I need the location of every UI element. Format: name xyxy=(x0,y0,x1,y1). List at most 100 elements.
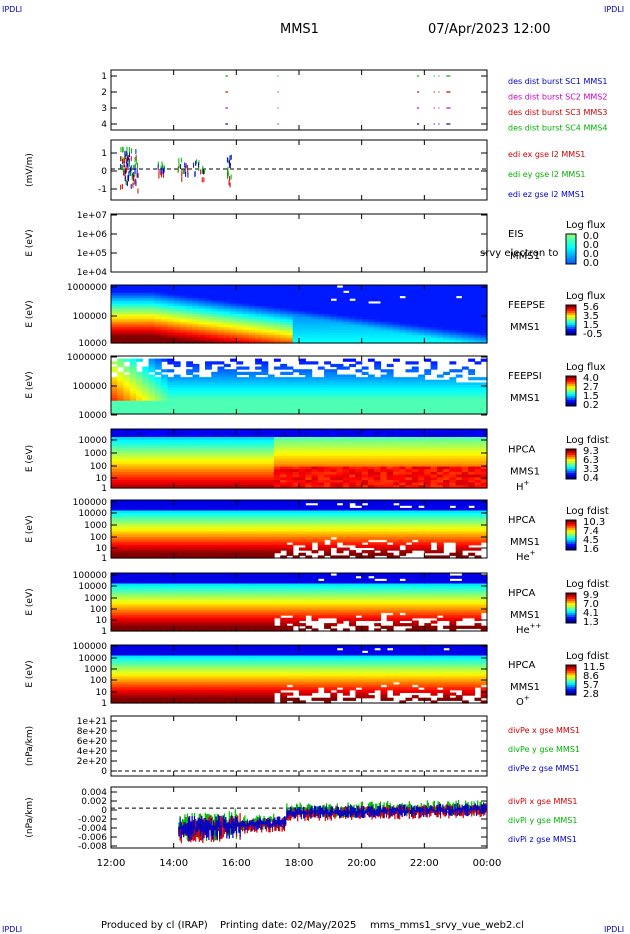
heatmap-cell xyxy=(161,431,168,435)
heatmap-cell xyxy=(399,536,407,541)
heatmap-cell xyxy=(280,329,288,333)
heatmap-cell xyxy=(436,403,444,407)
heatmap-cell xyxy=(129,400,137,404)
heatmap-cell xyxy=(286,485,294,489)
heatmap-cell xyxy=(273,340,281,344)
colorbar-cell xyxy=(566,390,576,393)
heatmap-cell xyxy=(430,529,438,533)
heatmap-cell xyxy=(474,361,482,365)
heatmap-cell xyxy=(367,536,375,541)
heatmap-cell xyxy=(186,450,194,454)
heatmap-cell xyxy=(186,518,194,522)
heatmap-cell xyxy=(111,466,118,470)
heatmap-cell xyxy=(399,466,407,470)
heatmap-cell xyxy=(111,477,118,481)
heatmap-cell xyxy=(443,316,450,320)
heatmap-cell xyxy=(248,521,256,525)
heatmap-cell xyxy=(424,406,432,410)
heatmap-cell xyxy=(393,395,400,399)
heatmap-cell xyxy=(261,403,269,407)
heatmap-cell xyxy=(418,482,425,486)
heatmap-cell xyxy=(280,455,288,460)
heatmap-cell xyxy=(148,453,156,457)
heatmap-cell xyxy=(211,544,219,548)
heatmap-cell xyxy=(355,324,363,328)
heatmap-cell xyxy=(317,300,325,304)
heatmap-cell xyxy=(142,453,150,457)
heatmap-cell xyxy=(292,539,300,543)
heatmap-cell xyxy=(154,453,162,457)
heatmap-cell xyxy=(286,411,294,415)
heatmap-cell xyxy=(173,390,181,394)
heatmap-cell xyxy=(211,295,219,299)
heatmap-cell xyxy=(336,340,344,344)
heatmap-cell xyxy=(267,536,275,541)
heatmap-cell xyxy=(211,437,219,441)
heatmap-cell xyxy=(173,555,181,559)
heatmap-cell xyxy=(217,377,225,381)
heatmap-cell xyxy=(430,363,438,368)
heatmap-cell xyxy=(443,455,450,460)
heatmap-cell xyxy=(468,469,476,473)
heatmap-cell xyxy=(273,314,281,318)
heatmap-cell xyxy=(236,453,244,457)
heatmap-cell xyxy=(436,387,444,391)
heatmap-cell xyxy=(424,306,432,310)
heatmap-cell xyxy=(261,461,269,465)
heatmap-cell xyxy=(367,471,375,476)
heatmap-cell xyxy=(123,290,131,294)
heatmap-cell xyxy=(242,285,250,289)
heatmap-cell xyxy=(380,447,388,452)
heatmap-cell xyxy=(255,408,262,412)
heatmap-cell xyxy=(374,311,382,315)
heatmap-cell xyxy=(205,555,212,559)
heatmap-cell xyxy=(173,408,181,412)
heatmap-cell xyxy=(317,385,325,389)
heatmap-cell xyxy=(136,539,143,543)
heatmap-cell xyxy=(305,485,313,489)
heatmap-cell xyxy=(324,480,331,484)
heatmap-cell xyxy=(386,285,394,289)
heatmap-cell xyxy=(355,552,363,556)
heatmap-cell xyxy=(367,358,375,362)
heatmap-cell xyxy=(355,513,363,517)
heatmap-cell xyxy=(217,463,225,468)
heatmap-cell xyxy=(393,539,400,543)
heatmap-cell xyxy=(261,500,269,504)
heatmap-cell xyxy=(342,455,350,460)
heatmap-cell xyxy=(480,429,488,433)
heatmap-cell xyxy=(255,539,262,543)
heatmap-cell xyxy=(230,411,237,415)
heatmap-cell xyxy=(242,521,250,525)
heatmap-cell xyxy=(161,550,168,554)
instrument-label: MMS1 xyxy=(510,322,540,333)
heatmap-cell xyxy=(324,474,331,478)
heatmap-cell xyxy=(148,379,156,383)
heatmap-cell xyxy=(430,385,438,389)
heatmap-cell xyxy=(111,292,118,297)
x-tick-label: 20:00 xyxy=(347,858,376,869)
heatmap-cell xyxy=(242,500,250,504)
heatmap-cell xyxy=(411,314,419,318)
heatmap-cell xyxy=(449,455,457,460)
heatmap-cell xyxy=(386,363,394,368)
heatmap-cell xyxy=(142,385,150,389)
heatmap-cell xyxy=(424,453,432,457)
heatmap-cell xyxy=(192,536,200,541)
heatmap-cell xyxy=(361,434,369,438)
heatmap-cell xyxy=(411,434,419,438)
heatmap-cell xyxy=(223,550,231,554)
heatmap-cell xyxy=(205,469,212,473)
heatmap-cell xyxy=(261,366,269,370)
heatmap-cell xyxy=(361,507,369,512)
heatmap-cell xyxy=(205,324,212,328)
heatmap-cell xyxy=(255,469,262,473)
heatmap-cell xyxy=(299,392,306,397)
heatmap-cell xyxy=(399,377,407,381)
heatmap-cell xyxy=(393,544,400,548)
heatmap-cell xyxy=(154,544,162,548)
heatmap-cell xyxy=(324,285,331,289)
heatmap-cell xyxy=(167,395,175,399)
heatmap-cell xyxy=(336,392,344,397)
heatmap-cell xyxy=(324,303,331,307)
